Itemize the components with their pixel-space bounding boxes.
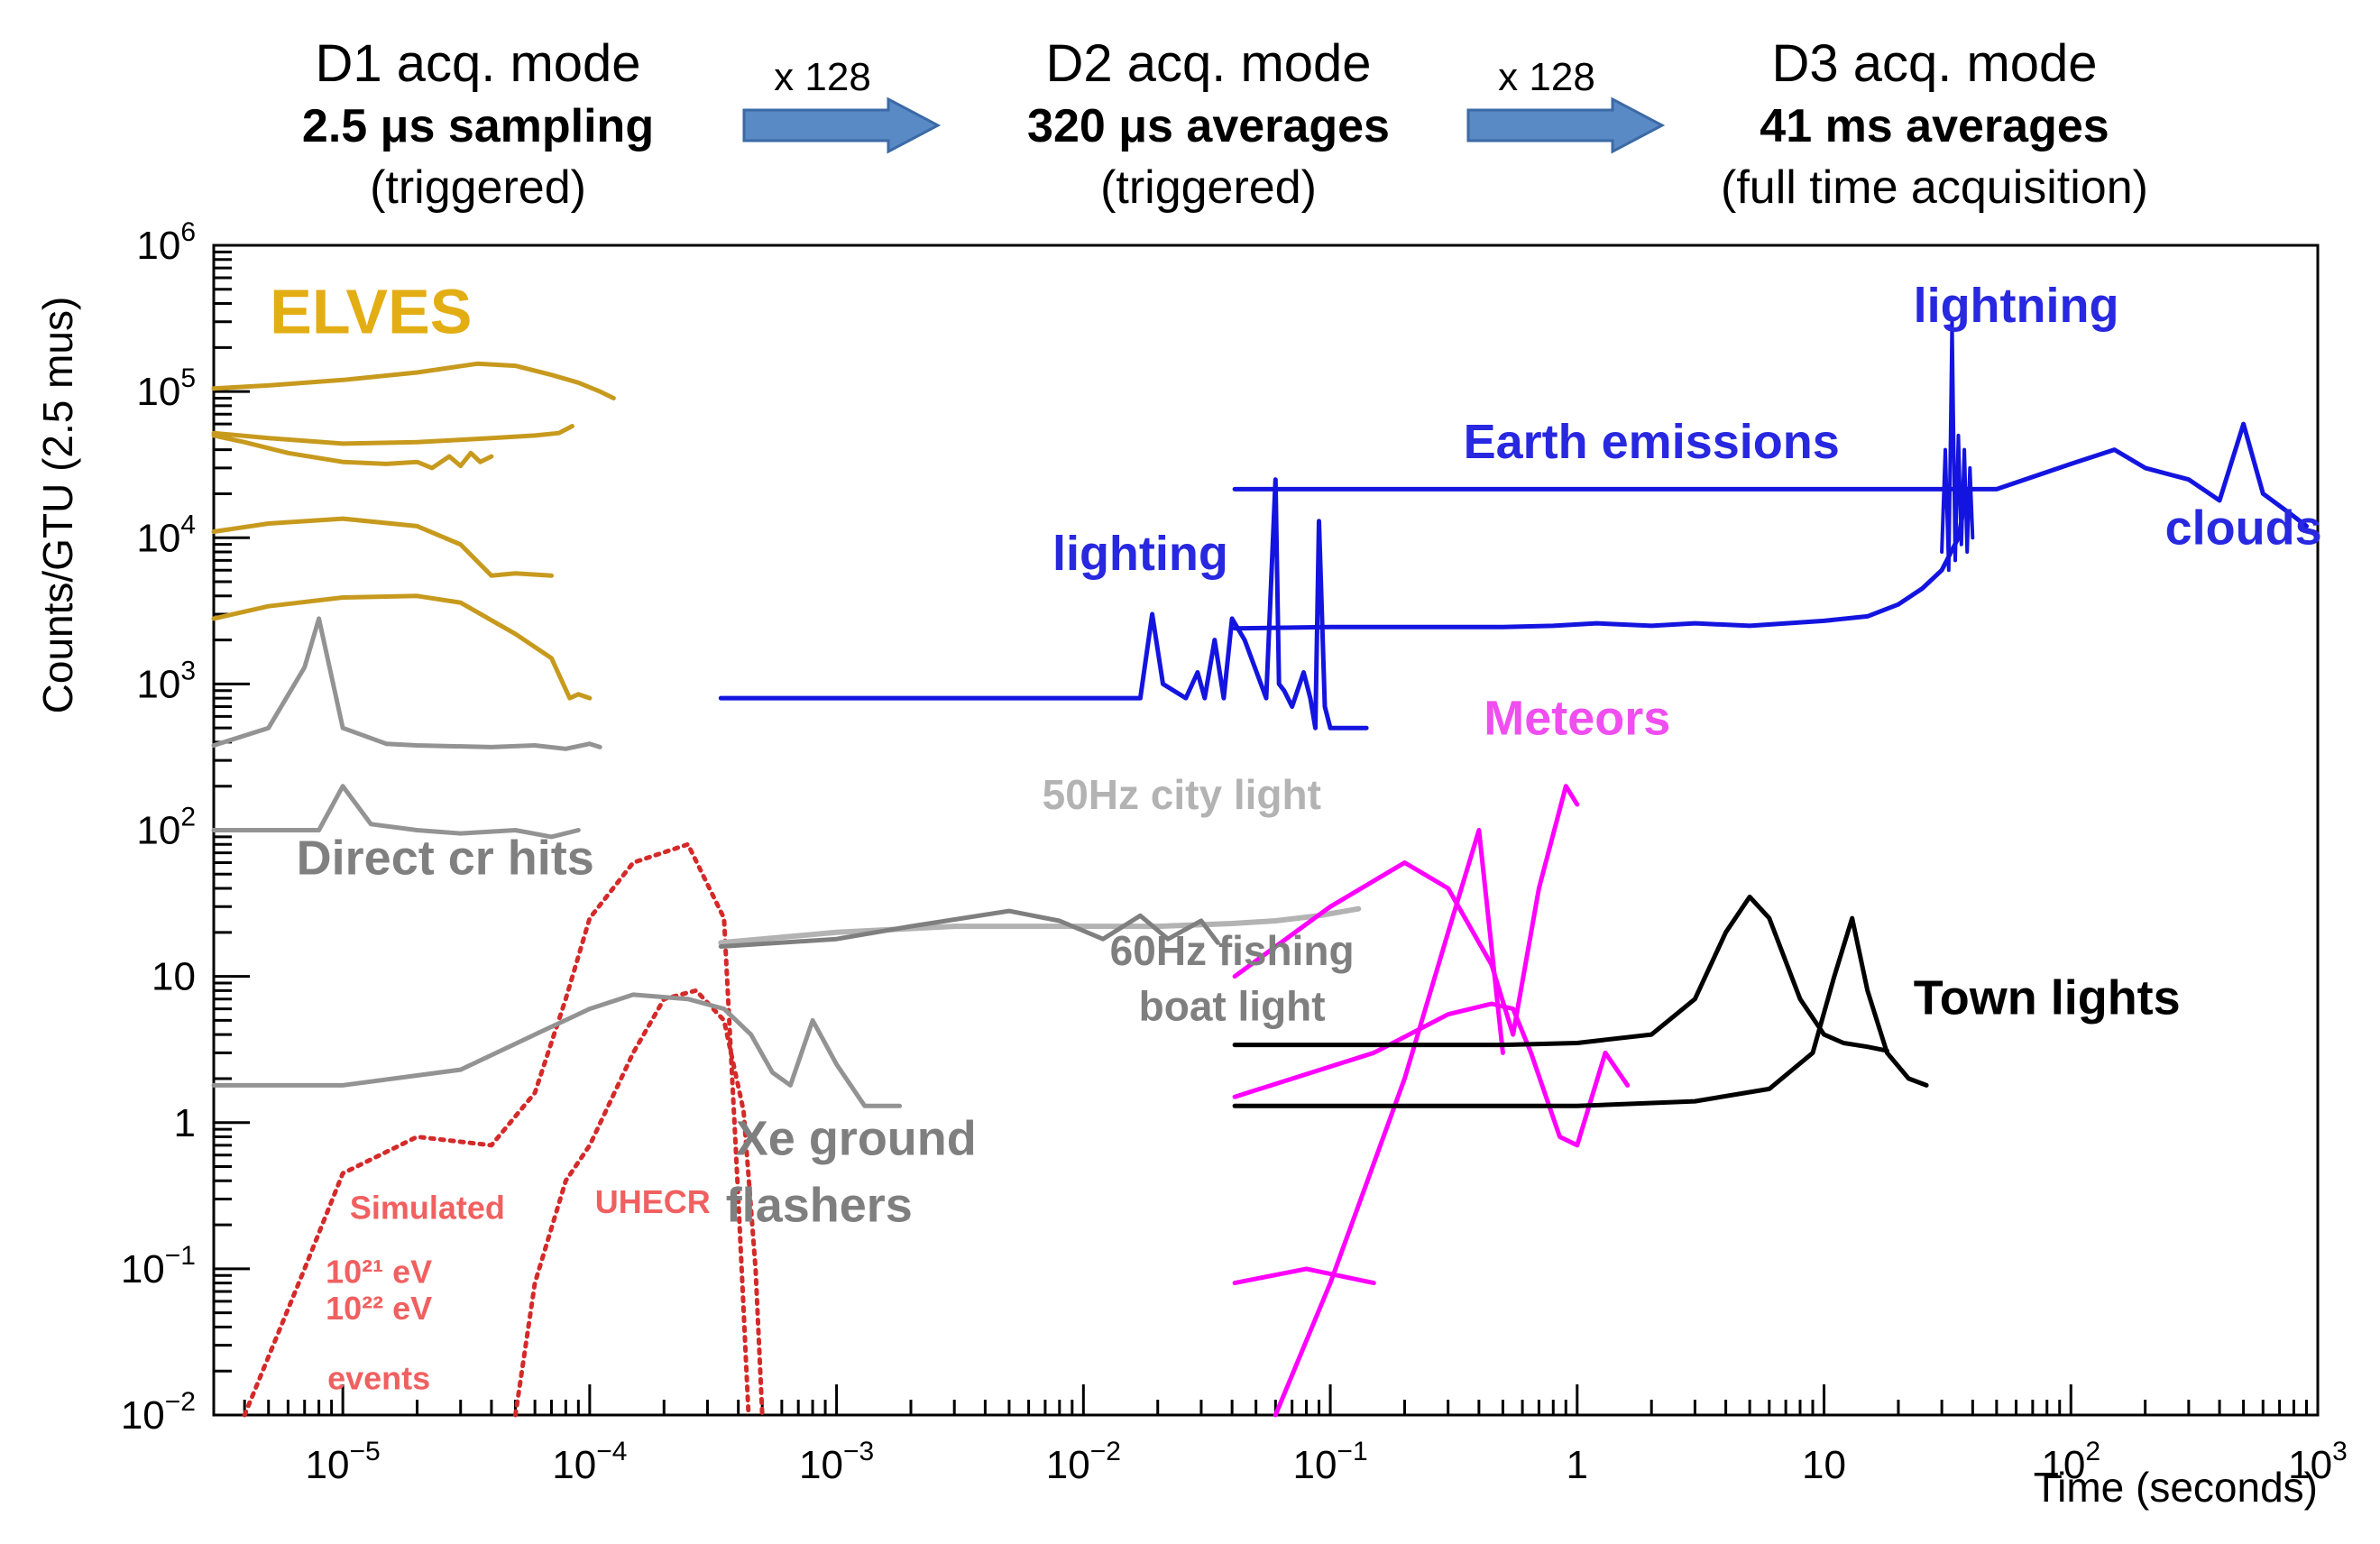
x-ticks: 10−5 10−4 10−3 10−2 10−1 1 10 102 103: [212, 1384, 2348, 1487]
series-earth-emissions-lower: [1232, 486, 1970, 631]
mode-2-rate: 320 μs averages: [1027, 100, 1390, 152]
series-town-lights-1: [1232, 894, 1889, 1053]
y-tick-label: 105: [136, 363, 196, 414]
annotation-10-ev: 10²¹ eV: [326, 1254, 432, 1291]
y-tick-label: 10−2: [121, 1387, 196, 1438]
arrow-right-icon: [742, 96, 942, 154]
series-elves-2: [211, 424, 574, 446]
x-tick-label: 10−3: [799, 1437, 874, 1487]
y-tick-label: 106: [136, 217, 196, 268]
mode-3-title: D3 acq. mode: [1771, 34, 2097, 93]
series-meteor-2: [1232, 1001, 1631, 1148]
annotation-events: events: [327, 1359, 430, 1396]
x-tick-label: 10−4: [552, 1437, 627, 1487]
annotation-lighting: lighting: [1052, 527, 1228, 581]
series-meteor-3: [1232, 1266, 1376, 1286]
arrow-2-label: x 128: [1498, 55, 1595, 99]
series-meteor-4: [1273, 828, 1505, 1418]
series-60hz-fishing-boat-light: [718, 908, 1220, 949]
annotation-lightning: lightning: [1914, 279, 2119, 333]
annotation-elves: ELVES: [270, 277, 472, 347]
series-direct-cr-hit-1: [211, 616, 602, 751]
annotation-direct-cr-hits: Direct cr hits: [297, 831, 594, 885]
annotation-flashers: flashers: [726, 1179, 913, 1233]
series-elves-1: [211, 361, 616, 400]
series-lightning-spikes: [1940, 319, 1975, 573]
y-axis-title: Counts/GTU (2.5 mus): [34, 297, 81, 714]
y-tick-label: 103: [136, 656, 196, 706]
y-tick-label: 1: [174, 1101, 196, 1145]
annotation-xe-ground: Xe ground: [736, 1112, 977, 1166]
series-uhecr-1e22-ev: [242, 841, 751, 1418]
annotation-town-lights: Town lights: [1914, 971, 2181, 1025]
x-tick-label: 10−1: [1292, 1437, 1367, 1487]
arrow-1: x 128: [742, 55, 942, 154]
annotation-60hz-fishing: 60Hz fishing: [1110, 927, 1355, 974]
series-xe-ground-flashers: [211, 992, 902, 1108]
x-tick-label: 10−5: [306, 1437, 381, 1487]
x-tick-label: 10−2: [1046, 1437, 1121, 1487]
mode-2-title: D2 acq. mode: [1045, 34, 1371, 93]
mode-2-note: (triggered): [1100, 161, 1317, 214]
x-tick-label: 1: [1567, 1443, 1588, 1487]
x-tick-label: 103: [2288, 1437, 2348, 1487]
y-tick-label: 10: [152, 955, 196, 999]
series-elves-3: [211, 433, 494, 471]
series-elves-4: [211, 516, 554, 578]
annotation-meteors: Meteors: [1484, 692, 1670, 746]
x-axis-title: Time (seconds): [2034, 1464, 2318, 1511]
mode-3-rate: 41 ms averages: [1760, 100, 2109, 152]
series-town-lights-2: [1232, 915, 1929, 1108]
x-tick-label: 102: [2041, 1437, 2100, 1487]
series-earth-emissions-upper: [1232, 421, 2309, 528]
mode-1-title: D1 acq. mode: [315, 34, 640, 93]
annotation-earth-emissions: Earth emissions: [1464, 415, 1840, 469]
arrow-right-icon: [1466, 96, 1666, 154]
x-tick-label: 10: [1802, 1443, 1846, 1487]
series-d2-lightning-lighting: [718, 477, 1369, 731]
annotation-boat-light: boat light: [1139, 982, 1326, 1029]
mode-1-rate: 2.5 μs sampling: [302, 100, 654, 152]
arrow-1-label: x 128: [774, 55, 871, 99]
series-elves-5: [211, 593, 593, 701]
series-direct-cr-hit-2: [211, 784, 581, 840]
y-tick-label: 10−1: [121, 1241, 196, 1291]
series-layer: [211, 319, 2309, 1418]
annotation-clouds: clouds: [2165, 501, 2322, 556]
y-tick-label: 104: [136, 510, 196, 560]
mode-3-note: (full time acquisition): [1721, 161, 2148, 214]
arrow-2: x 128: [1466, 55, 1666, 154]
annotation-10-ev: 10²² eV: [326, 1290, 432, 1327]
annotation-simulated: Simulated: [350, 1189, 505, 1226]
annotation-layer: ELVES Direct cr hits 50Hz city light 60Hz f…: [270, 277, 2321, 1397]
mode-1-note: (triggered): [370, 161, 586, 214]
y-tick-label: 102: [136, 803, 196, 853]
header: D1 acq. mode 2.5 μs sampling (triggered)…: [302, 34, 2148, 214]
annotation-uhecr: UHECR: [595, 1183, 711, 1220]
y-ticks: 10−2 10−1 1 10 102 103 104 105 106: [121, 217, 250, 1438]
annotation-50hz-city-light: 50Hz city light: [1043, 771, 1321, 818]
